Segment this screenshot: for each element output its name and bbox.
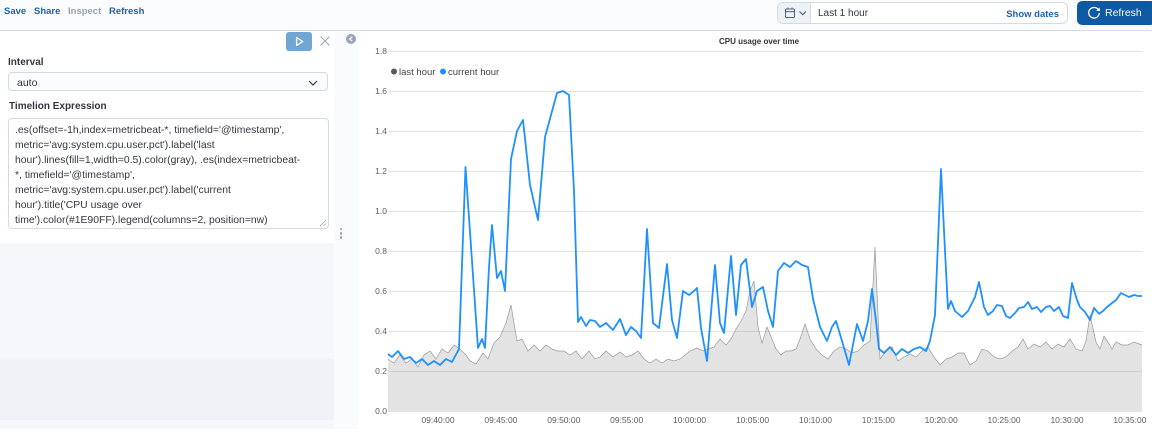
svg-text:09:55:00: 09:55:00: [610, 415, 643, 425]
svg-text:0.2: 0.2: [375, 366, 387, 376]
svg-text:10:25:00: 10:25:00: [988, 415, 1021, 425]
svg-text:10:05:00: 10:05:00: [736, 415, 769, 425]
svg-text:09:40:00: 09:40:00: [421, 415, 454, 425]
svg-text:10:00:00: 10:00:00: [673, 415, 706, 425]
svg-text:1.8: 1.8: [375, 46, 387, 56]
svg-text:1.0: 1.0: [375, 206, 387, 216]
svg-text:09:45:00: 09:45:00: [484, 415, 517, 425]
svg-text:09:50:00: 09:50:00: [547, 415, 580, 425]
svg-text:0.0: 0.0: [375, 406, 387, 416]
svg-text:0.8: 0.8: [375, 246, 387, 256]
svg-text:10:10:00: 10:10:00: [799, 415, 832, 425]
svg-text:1.4: 1.4: [375, 126, 387, 136]
svg-text:last hour: last hour: [399, 67, 435, 78]
svg-text:10:20:00: 10:20:00: [925, 415, 958, 425]
svg-text:0.4: 0.4: [375, 326, 387, 336]
svg-text:current hour: current hour: [448, 67, 499, 78]
svg-text:0.6: 0.6: [375, 286, 387, 296]
svg-text:1.6: 1.6: [375, 86, 387, 96]
svg-text:10:30:00: 10:30:00: [1050, 415, 1083, 425]
svg-text:1.2: 1.2: [375, 166, 387, 176]
svg-text:10:35:00: 10:35:00: [1113, 415, 1146, 425]
svg-text:CPU usage over time: CPU usage over time: [719, 37, 800, 46]
svg-text:10:15:00: 10:15:00: [862, 415, 895, 425]
